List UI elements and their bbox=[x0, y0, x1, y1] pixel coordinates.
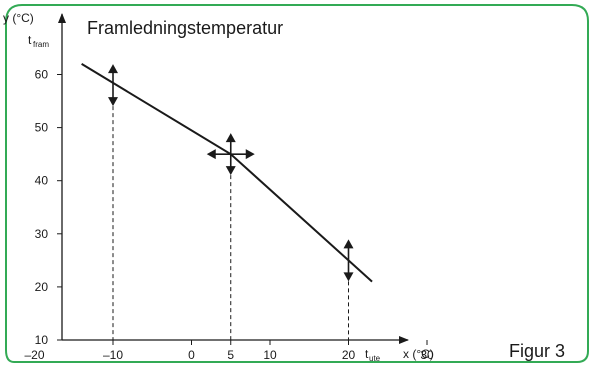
y-tick-label: 30 bbox=[35, 227, 49, 241]
arrowhead-down bbox=[343, 272, 354, 282]
frame-border bbox=[5, 4, 589, 363]
x-axis-symbol: t bbox=[365, 347, 369, 361]
y-tick-label: 40 bbox=[35, 174, 49, 188]
x-tick-label: 10 bbox=[263, 348, 277, 362]
y-axis-label: y (°C) bbox=[3, 11, 34, 25]
y-tick-label: 60 bbox=[35, 68, 49, 82]
x-tick-label: –20 bbox=[24, 348, 44, 362]
arrowhead-down bbox=[108, 97, 118, 107]
axis-ticks: –20 –10 0 5 10 20 30 10 20 30 40 50 60 bbox=[24, 68, 434, 363]
adjustment-points bbox=[108, 64, 354, 282]
arrowhead-up bbox=[108, 64, 118, 74]
y-tick-label: 20 bbox=[35, 280, 49, 294]
adjustment-point bbox=[108, 64, 118, 107]
y-axis-symbol-subscript: fram bbox=[33, 40, 49, 49]
series-group bbox=[81, 63, 373, 283]
arrowhead-down bbox=[225, 166, 236, 176]
guide-lines bbox=[112, 85, 349, 340]
x-tick-label: 5 bbox=[227, 348, 234, 362]
x-axis-label: x (°C) bbox=[403, 347, 434, 361]
y-axis-symbol: t bbox=[28, 33, 32, 47]
x-tick-label: 30 bbox=[420, 348, 434, 362]
chart-title: Framledningstemperatur bbox=[87, 18, 283, 38]
x-tick-label: 20 bbox=[342, 348, 356, 362]
arrowhead-up bbox=[225, 133, 236, 143]
x-tick-label: –10 bbox=[103, 348, 123, 362]
x-tick-label: 0 bbox=[188, 348, 195, 362]
arrowhead-left bbox=[206, 149, 216, 160]
adjustment-point bbox=[206, 133, 255, 176]
x-axis-symbol-subscript: ute bbox=[369, 354, 381, 363]
adjustment-point bbox=[343, 239, 354, 282]
arrowhead-right bbox=[245, 149, 255, 160]
arrowhead-up bbox=[343, 239, 354, 249]
axes bbox=[58, 13, 409, 344]
figure-caption: Figur 3 bbox=[509, 341, 565, 361]
series-line bbox=[81, 63, 373, 283]
y-tick-label: 50 bbox=[35, 121, 49, 135]
y-tick-label: 10 bbox=[35, 333, 49, 347]
